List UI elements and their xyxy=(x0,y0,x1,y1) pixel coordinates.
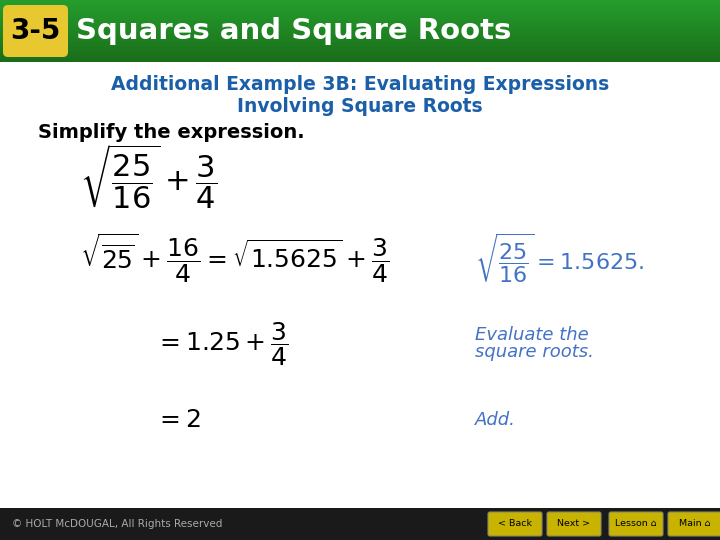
Bar xyxy=(0,12,720,13)
Bar xyxy=(0,6,720,7)
Bar xyxy=(0,61,720,62)
Bar xyxy=(0,51,720,52)
Text: Simplify the expression.: Simplify the expression. xyxy=(38,123,305,141)
Bar xyxy=(0,9,720,10)
Bar xyxy=(0,47,720,48)
Bar xyxy=(0,24,720,25)
FancyBboxPatch shape xyxy=(3,5,68,57)
Bar xyxy=(0,54,720,55)
Bar xyxy=(0,46,720,47)
Text: Involving Square Roots: Involving Square Roots xyxy=(237,97,483,116)
Text: Squares and Square Roots: Squares and Square Roots xyxy=(76,17,511,45)
Bar xyxy=(0,49,720,50)
Bar xyxy=(0,50,720,51)
Bar xyxy=(0,55,720,56)
FancyBboxPatch shape xyxy=(609,512,663,536)
Bar xyxy=(0,56,720,57)
Text: Lesson ⌂: Lesson ⌂ xyxy=(615,519,657,529)
Bar xyxy=(0,4,720,5)
Bar xyxy=(0,21,720,22)
Bar xyxy=(0,45,720,46)
Bar xyxy=(0,19,720,20)
Text: Next >: Next > xyxy=(557,519,590,529)
Bar xyxy=(0,59,720,60)
Text: $= 2$: $= 2$ xyxy=(155,408,201,432)
Bar xyxy=(0,40,720,41)
Bar xyxy=(0,58,720,59)
Bar xyxy=(0,11,720,12)
Bar xyxy=(0,10,720,11)
Text: square roots.: square roots. xyxy=(475,343,594,361)
Bar xyxy=(0,39,720,40)
Bar xyxy=(0,13,720,14)
Bar xyxy=(0,5,720,6)
Bar xyxy=(0,22,720,23)
Text: Main ⌂: Main ⌂ xyxy=(679,519,711,529)
Text: $\sqrt{\dfrac{25}{16}} = 1.5625.$: $\sqrt{\dfrac{25}{16}} = 1.5625.$ xyxy=(475,231,644,285)
Bar xyxy=(0,29,720,30)
FancyBboxPatch shape xyxy=(488,512,542,536)
Bar xyxy=(0,57,720,58)
Text: Additional Example 3B: Evaluating Expressions: Additional Example 3B: Evaluating Expres… xyxy=(111,76,609,94)
Bar xyxy=(0,43,720,44)
Bar xyxy=(0,0,720,1)
Bar xyxy=(0,7,720,8)
Bar xyxy=(0,32,720,33)
Bar xyxy=(0,41,720,42)
Bar xyxy=(0,26,720,27)
Text: $= 1.25 + \dfrac{3}{4}$: $= 1.25 + \dfrac{3}{4}$ xyxy=(155,320,289,368)
Bar xyxy=(0,42,720,43)
Bar xyxy=(0,31,720,32)
Bar xyxy=(0,2,720,3)
Text: 3-5: 3-5 xyxy=(10,17,60,45)
Bar xyxy=(0,14,720,15)
Bar xyxy=(0,20,720,21)
Bar xyxy=(0,18,720,19)
Bar xyxy=(0,27,720,28)
Bar xyxy=(0,60,720,61)
Text: Evaluate the: Evaluate the xyxy=(475,326,589,344)
Bar xyxy=(0,38,720,39)
Bar xyxy=(0,36,720,37)
Bar xyxy=(0,28,720,29)
Bar xyxy=(0,48,720,49)
Bar xyxy=(0,34,720,35)
Bar xyxy=(0,30,720,31)
Text: © HOLT McDOUGAL, All Rights Reserved: © HOLT McDOUGAL, All Rights Reserved xyxy=(12,519,222,529)
Bar xyxy=(0,25,720,26)
Bar xyxy=(0,3,720,4)
FancyBboxPatch shape xyxy=(547,512,601,536)
Bar xyxy=(0,35,720,36)
Bar xyxy=(0,33,720,34)
Bar xyxy=(0,23,720,24)
Bar xyxy=(0,1,720,2)
FancyBboxPatch shape xyxy=(668,512,720,536)
Text: $\sqrt{\dfrac{25}{16}} + \dfrac{3}{4}$: $\sqrt{\dfrac{25}{16}} + \dfrac{3}{4}$ xyxy=(80,143,217,212)
Bar xyxy=(0,53,720,54)
Text: Add.: Add. xyxy=(475,411,516,429)
Text: < Back: < Back xyxy=(498,519,532,529)
Bar xyxy=(0,508,720,540)
Bar xyxy=(0,15,720,16)
Text: $\sqrt{\overline{25}} + \dfrac{16}{4} = \sqrt{1.5625} + \dfrac{3}{4}$: $\sqrt{\overline{25}} + \dfrac{16}{4} = … xyxy=(80,231,390,285)
Bar xyxy=(0,17,720,18)
Bar xyxy=(0,16,720,17)
Bar xyxy=(0,37,720,38)
Bar xyxy=(0,44,720,45)
Bar xyxy=(0,52,720,53)
Bar xyxy=(0,8,720,9)
